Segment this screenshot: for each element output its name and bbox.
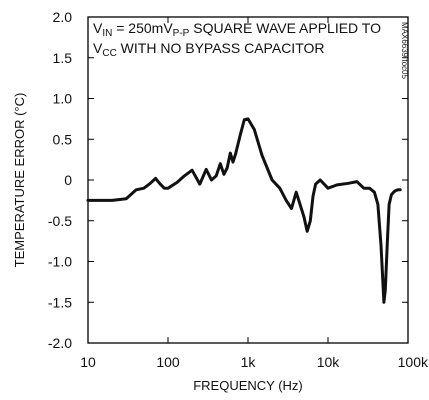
y-tick-label: 2.0 <box>53 9 73 25</box>
y-tick-label: -2.0 <box>48 335 72 351</box>
y-tick-label: -1.0 <box>48 254 72 270</box>
series-line-temperature-error <box>86 117 402 304</box>
x-axis-label: FREQUENCY (Hz) <box>193 378 303 393</box>
y-tick-label: 0 <box>64 172 72 188</box>
y-tick-label: -0.5 <box>48 213 72 229</box>
x-axis-ticks: 10 100 1k 10k 100k <box>80 17 429 370</box>
y-tick-label: -1.5 <box>48 294 72 310</box>
annotation-line-2: VCC WITH NO BYPASS CAPACITOR <box>93 40 325 59</box>
plot-frame <box>87 16 409 344</box>
y-axis-label: TEMPERATURE ERROR (°C) <box>12 93 27 268</box>
x-tick-label: 10k <box>317 354 341 370</box>
x-tick-label: 100k <box>398 354 429 370</box>
y-tick-label: 1.0 <box>53 91 73 107</box>
side-label: MAX6639 toc05 <box>400 22 409 79</box>
x-tick-label: 1k <box>241 354 257 370</box>
annotation-line-1: VIN = 250mVP-P SQUARE WAVE APPLIED TO <box>93 20 381 39</box>
y-tick-label: 1.5 <box>53 50 73 66</box>
x-tick-label: 10 <box>80 354 96 370</box>
y-axis-ticks: 2.0 1.5 1.0 0.5 0 -0.5 -1.0 -1.5 -2.0 <box>48 9 408 351</box>
x-tick-label: 100 <box>156 354 180 370</box>
y-tick-label: 0.5 <box>53 131 73 147</box>
